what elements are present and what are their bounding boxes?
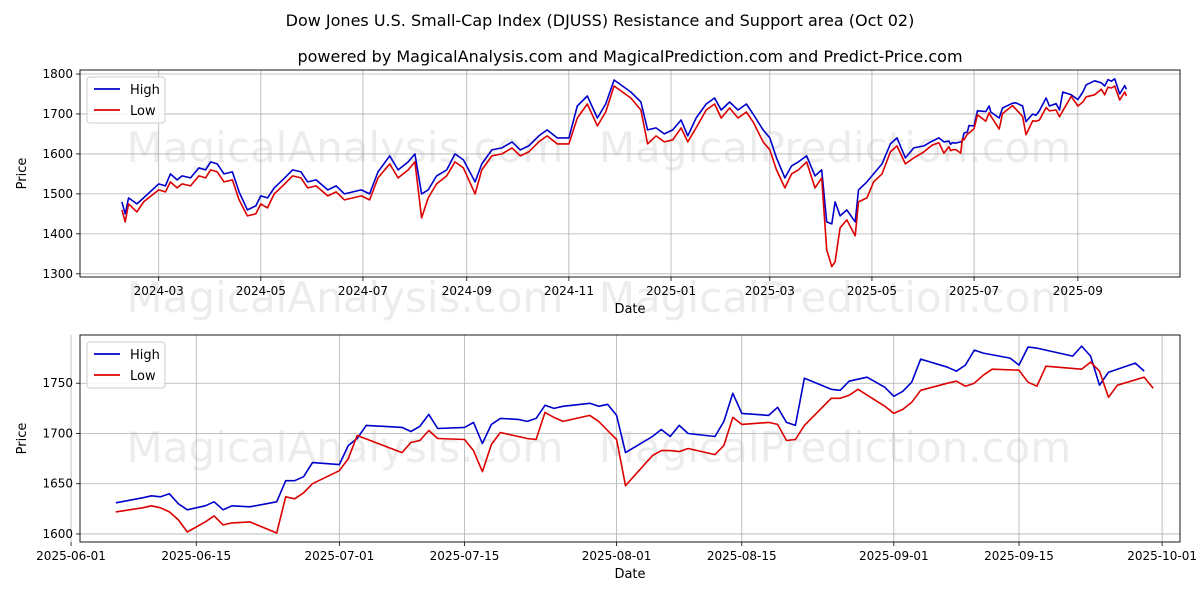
watermark-analysis-bottom: MagicalAnalysis.com [127, 423, 564, 472]
y-tick-label: 1600 [42, 527, 73, 541]
watermark-analysis-top: MagicalAnalysis.com [127, 123, 564, 172]
x-tick-label: 2024-03 [134, 284, 184, 298]
x-tick-label: 2025-06-15 [161, 549, 231, 563]
x-tick-label: 2025-01 [646, 284, 696, 298]
series-high-line [115, 345, 1145, 511]
full-history-panel: 2024-03 2024-05 2024-07 2024-09 2024-11 2025-… [15, 67, 1181, 317]
x-tick-label: 2025-07-15 [430, 549, 500, 563]
y-tick-label: 1700 [42, 426, 73, 440]
x-tick-label: 2025-09-15 [984, 549, 1054, 563]
y-axis-label: Price [15, 423, 30, 455]
series-high-line [121, 78, 1128, 225]
x-tick-label: 2025-08-01 [582, 549, 652, 563]
series-low-line [115, 361, 1154, 534]
legend-label-low: Low [130, 104, 156, 119]
legend-label-high: High [130, 348, 160, 363]
y-tick-label: 1400 [42, 227, 73, 241]
x-tick-label: 2024-05 [236, 284, 286, 298]
legend-label-low: Low [130, 369, 156, 384]
x-tick-label: 2025-07-01 [304, 549, 374, 563]
legend-label-high: High [130, 83, 160, 98]
x-tick-label: 2024-09 [442, 284, 492, 298]
chart-title: Dow Jones U.S. Small-Cap Index (DJUSS) R… [286, 11, 915, 30]
series-low-line [121, 85, 1128, 268]
x-tick-label: 2025-07 [949, 284, 999, 298]
x-tick-label: 2025-09-01 [859, 549, 929, 563]
watermark-prediction-mid: MagicalPrediction.com [599, 273, 1072, 322]
x-tick-label: 2025-06-01 [36, 549, 106, 563]
x-tick-label: 2025-10-01 [1127, 549, 1197, 563]
x-axis-label: Date [614, 567, 645, 582]
watermark-prediction-top: MagicalPrediction.com [599, 123, 1072, 172]
y-tick-label: 1650 [42, 477, 73, 491]
y-tick-label: 1600 [42, 147, 73, 161]
x-tick-label: 2025-03 [745, 284, 795, 298]
x-tick-label: 2025-05 [847, 284, 897, 298]
y-tick-label: 1800 [42, 67, 73, 81]
x-tick-label: 2024-07 [338, 284, 388, 298]
y-axis-label: Price [15, 158, 30, 190]
x-axis-label: Date [614, 302, 645, 317]
y-tick-label: 1700 [42, 107, 73, 121]
chart-subtitle: powered by MagicalAnalysis.com and Magic… [297, 47, 962, 66]
plot-frame [79, 69, 1181, 278]
watermark-analysis-mid: MagicalAnalysis.com [127, 273, 564, 322]
y-tick-label: 1300 [42, 267, 73, 281]
plot-frame [79, 334, 1181, 543]
y-tick-label: 1500 [42, 187, 73, 201]
watermark-prediction-bottom: MagicalPrediction.com [599, 423, 1072, 472]
x-tick-label: 2025-08-15 [707, 549, 777, 563]
recent-zoom-panel: 2025-06-01 2025-06-15 2025-07-01 2025-07-15… [15, 334, 1197, 582]
x-tick-label: 2025-09 [1053, 284, 1103, 298]
x-tick-label: 2024-11 [544, 284, 594, 298]
y-tick-label: 1750 [42, 376, 73, 390]
